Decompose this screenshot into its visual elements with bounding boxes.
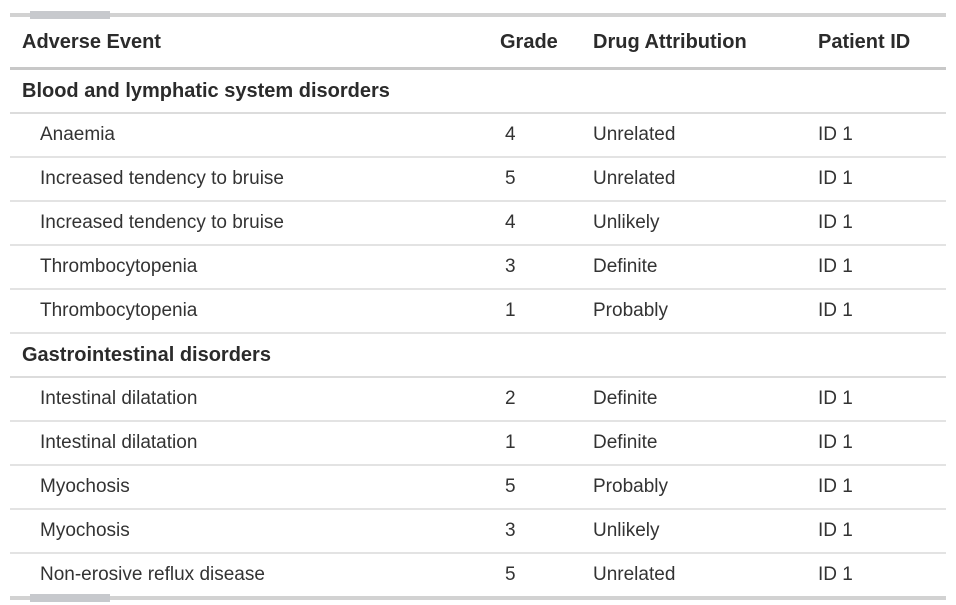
column-header-grade: Grade (500, 15, 593, 70)
cell-patient-id: ID 1 (818, 509, 946, 554)
table-row: Non-erosive reflux disease 5 Unrelated ID 1 (10, 553, 946, 598)
cell-grade: 3 (500, 245, 593, 290)
table-row: Thrombocytopenia 3 Definite ID 1 (10, 245, 946, 290)
cell-patient-id: ID 1 (818, 377, 946, 422)
cell-grade: 5 (500, 465, 593, 510)
cell-adverse-event: Myochosis (10, 509, 500, 554)
adverse-events-table: Adverse Event Grade Drug Attribution Patien… (10, 11, 946, 602)
table-row: Increased tendency to bruise 4 Unlikely ID … (10, 201, 946, 246)
cell-adverse-event: Anaemia (10, 113, 500, 158)
cell-grade: 1 (500, 421, 593, 466)
group-label: Blood and lymphatic system disorders (10, 68, 946, 114)
cell-grade: 5 (505, 564, 516, 585)
cell-drug-attribution: Definite (593, 245, 818, 290)
cell-grade: 3 (500, 509, 593, 554)
cell-adverse-event: Thrombocytopenia (10, 289, 500, 334)
cell-drug-attribution: Definite (593, 377, 818, 422)
cell-patient-id: ID 1 (818, 113, 946, 158)
cell-drug-attribution: Probably (593, 289, 818, 334)
cell-drug-attribution: Unlikely (593, 201, 818, 246)
cell-adverse-event: Intestinal dilatation (10, 421, 500, 466)
cell-adverse-event: Increased tendency to bruise (10, 157, 500, 202)
cell-patient-id: ID 1 (818, 421, 946, 466)
table-body: Blood and lymphatic system disorders Anae… (10, 68, 946, 599)
cell-drug-attribution: Unrelated (593, 564, 676, 585)
cell-grade: 4 (500, 201, 593, 246)
cell-adverse-event: Increased tendency to bruise (10, 201, 500, 246)
cell-drug-attribution: Unrelated (593, 113, 818, 158)
table-header-row: Adverse Event Grade Drug Attribution Patien… (10, 15, 946, 70)
cell-patient-id: ID 1 (818, 245, 946, 290)
cell-drug-attribution: Unrelated (593, 157, 818, 202)
top-border-accent (30, 11, 110, 19)
cell-patient-id: ID 1 (818, 465, 946, 510)
cell-grade: 5 (500, 157, 593, 202)
cell-patient-id: ID 1 (818, 157, 946, 202)
bottom-border-accent (30, 594, 110, 602)
cell-grade: 4 (500, 113, 593, 158)
cell-adverse-event: Intestinal dilatation (10, 377, 500, 422)
cell-grade: 2 (500, 377, 593, 422)
table-row: Intestinal dilatation 2 Definite ID 1 (10, 377, 946, 422)
table-row: Increased tendency to bruise 5 Unrelated ID… (10, 157, 946, 202)
column-header-adverse-event: Adverse Event (10, 15, 500, 70)
group-row: Blood and lymphatic system disorders (10, 68, 946, 114)
table-row: Thrombocytopenia 1 Probably ID 1 (10, 289, 946, 334)
table-row: Myochosis 5 Probably ID 1 (10, 465, 946, 510)
cell-drug-attribution: Definite (593, 421, 818, 466)
group-row: Gastrointestinal disorders (10, 333, 946, 378)
cell-adverse-event: Thrombocytopenia (10, 245, 500, 290)
column-header-patient-id: Patient ID (818, 15, 946, 70)
cell-drug-attribution: Unlikely (593, 509, 818, 554)
table-row: Anaemia 4 Unrelated ID 1 (10, 113, 946, 158)
cell-adverse-event: Non-erosive reflux disease (40, 564, 265, 585)
cell-adverse-event: Myochosis (10, 465, 500, 510)
cell-drug-attribution: Probably (593, 465, 818, 510)
cell-patient-id: ID 1 (818, 289, 946, 334)
cell-patient-id: ID 1 (818, 201, 946, 246)
column-header-drug-attribution: Drug Attribution (593, 15, 818, 70)
cell-patient-id: ID 1 (818, 564, 853, 585)
table-row: Intestinal dilatation 1 Definite ID 1 (10, 421, 946, 466)
table-row: Myochosis 3 Unlikely ID 1 (10, 509, 946, 554)
cell-grade: 1 (500, 289, 593, 334)
adverse-events-grid: Adverse Event Grade Drug Attribution Patien… (10, 13, 946, 600)
group-label: Gastrointestinal disorders (10, 333, 946, 378)
